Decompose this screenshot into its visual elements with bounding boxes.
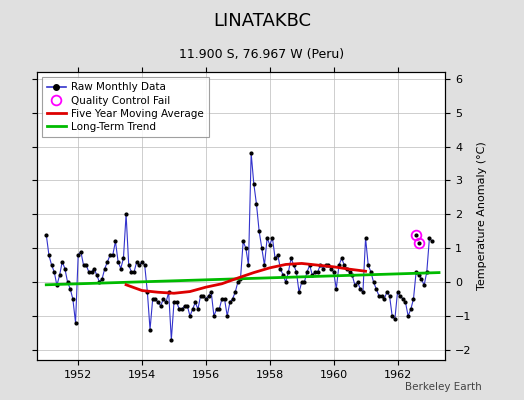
Text: Berkeley Earth: Berkeley Earth	[406, 382, 482, 392]
Text: LINATAKBC: LINATAKBC	[213, 12, 311, 30]
Text: 11.900 S, 76.967 W (Peru): 11.900 S, 76.967 W (Peru)	[179, 48, 345, 61]
Legend: Raw Monthly Data, Quality Control Fail, Five Year Moving Average, Long-Term Tren: Raw Monthly Data, Quality Control Fail, …	[42, 77, 209, 137]
Y-axis label: Temperature Anomaly (°C): Temperature Anomaly (°C)	[477, 142, 487, 290]
